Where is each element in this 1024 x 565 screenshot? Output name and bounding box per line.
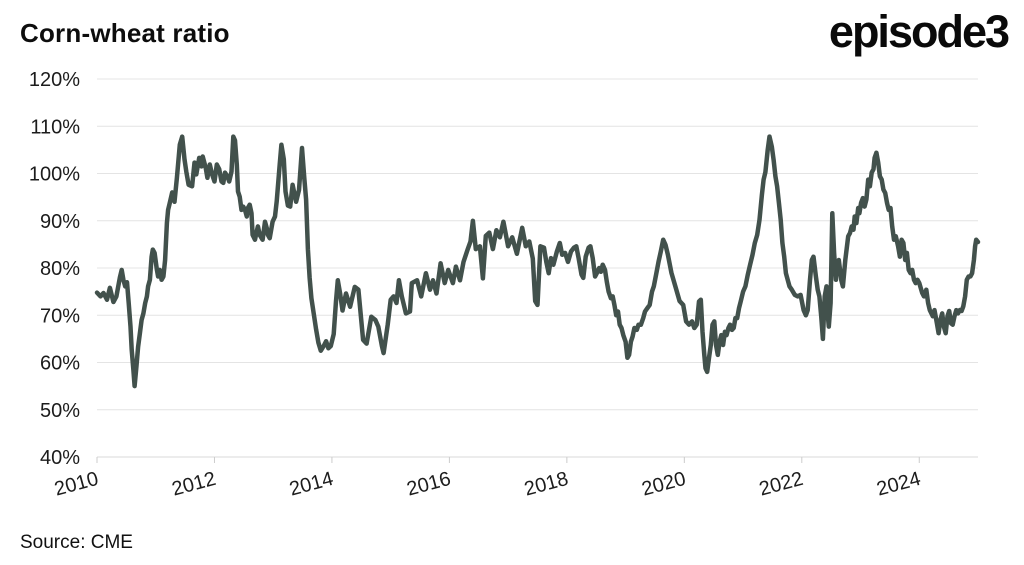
- y-axis-label: 60%: [40, 353, 80, 375]
- x-axis-label: 2022: [757, 468, 806, 501]
- y-axis-label: 70%: [40, 305, 80, 327]
- page-title: Corn-wheat ratio: [20, 18, 230, 48]
- x-axis-label: 2024: [874, 468, 923, 501]
- source-note: Source: CME: [20, 532, 133, 553]
- x-axis-label: 2020: [639, 468, 688, 501]
- y-axis-label: 80%: [40, 258, 80, 280]
- y-axis-label: 40%: [40, 447, 80, 469]
- y-axis-label: 50%: [40, 400, 80, 422]
- y-axis-label: 120%: [29, 69, 80, 91]
- x-axis-label: 2018: [522, 468, 571, 501]
- x-axis-label: 2014: [287, 468, 336, 501]
- y-axis-label: 110%: [30, 116, 80, 138]
- x-axis-label: 2012: [170, 468, 219, 501]
- y-axis-label: 90%: [40, 211, 80, 233]
- x-axis-label: 2016: [405, 468, 454, 501]
- x-axis-label: 2010: [52, 468, 101, 501]
- y-axis-label: 100%: [29, 164, 80, 186]
- episode3-logo: episode3: [828, 6, 1010, 57]
- corn-wheat-ratio-line: [94, 134, 981, 389]
